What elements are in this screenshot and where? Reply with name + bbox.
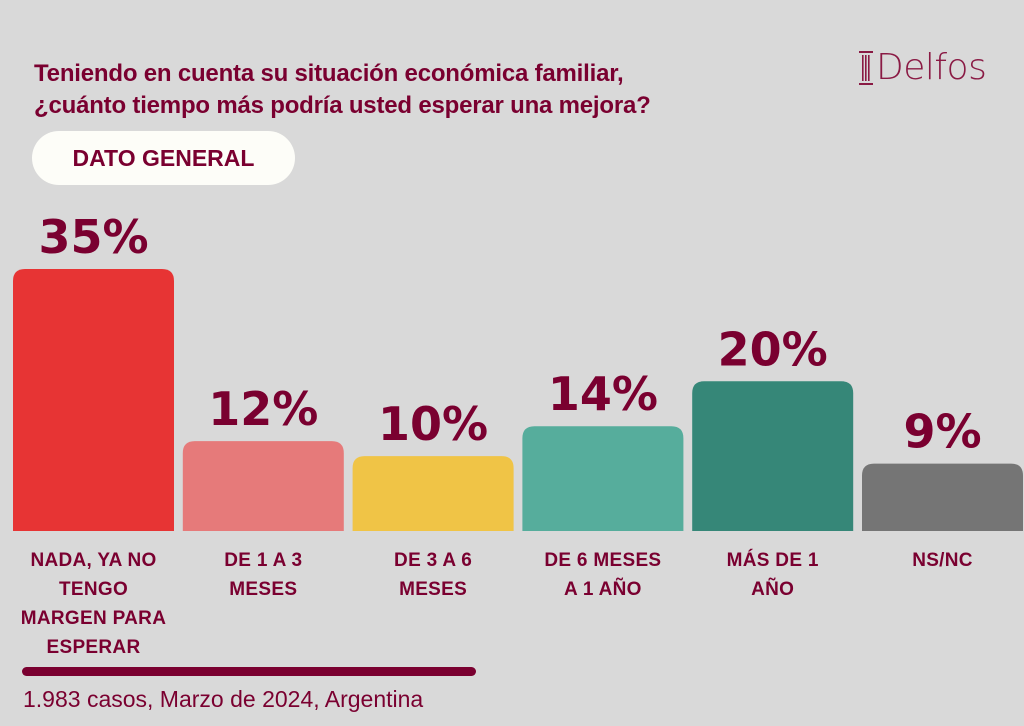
bar-4 [692, 381, 854, 531]
category-label-1: DE 1 A 3 MESES [173, 546, 353, 604]
category-label-line: TENGO [58, 579, 129, 600]
bar-2 [352, 456, 514, 531]
category-label-line: DE 3 A 6 [394, 550, 473, 571]
category-label-2: DE 3 A 6 MESES [343, 546, 523, 604]
category-label-line: MESES [399, 579, 468, 600]
dato-general-badge: DATO GENERAL [32, 131, 295, 185]
category-label-line: A 1 AÑO [564, 579, 642, 600]
value-label-3: 14% [548, 367, 658, 421]
category-label-5: NS/NC [853, 546, 1024, 575]
chart-title: Teniendo en cuenta su situación económic… [34, 58, 651, 122]
value-label-1: 12% [208, 382, 318, 436]
bar-5 [862, 463, 1023, 531]
bar-3 [522, 426, 684, 531]
divider-rule [22, 667, 476, 676]
category-label-line: NADA, YA NO [30, 550, 157, 571]
category-label-0: NADA, YA NO TENGO MARGEN PARA ESPERAR [4, 546, 184, 662]
title-line-2: ¿cuánto tiempo más podría usted esperar … [34, 92, 651, 119]
category-label-line: AÑO [751, 579, 795, 600]
footer-note: 1.983 casos, Marzo de 2024, Argentina [23, 686, 424, 712]
bar-0 [13, 269, 174, 531]
category-label-line: MARGEN PARA [20, 608, 167, 629]
value-label-0: 35% [38, 210, 148, 264]
category-label-line: MÁS DE 1 [726, 550, 819, 571]
value-label-5: 9% [903, 405, 981, 459]
category-label-line: MESES [229, 579, 298, 600]
category-label-line: NS/NC [912, 550, 973, 571]
title-line-1: Teniendo en cuenta su situación económic… [34, 60, 624, 87]
delfos-logo: Delfos [858, 47, 987, 88]
bar-chart: 35% 12% 10% 14% 20% 9% [13, 210, 1023, 531]
value-label-4: 20% [718, 322, 828, 376]
category-label-4: MÁS DE 1 AÑO [683, 546, 863, 604]
category-label-line: DE 1 A 3 [224, 550, 303, 571]
category-label-line: DE 6 MESES [544, 550, 662, 571]
category-label-line: ESPERAR [46, 637, 141, 658]
category-label-3: DE 6 MESES A 1 AÑO [513, 546, 693, 604]
bar-1 [182, 441, 344, 531]
column-pillar-icon [858, 48, 880, 88]
logo-text: Delfos [876, 47, 987, 88]
value-label-2: 10% [378, 397, 488, 451]
